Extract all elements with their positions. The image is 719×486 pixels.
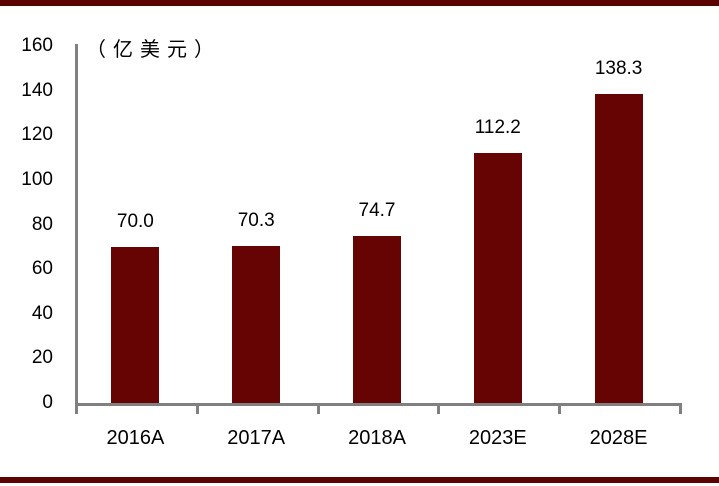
x-axis-category-label: 2028E	[589, 427, 648, 449]
y-axis-tick-label: 140	[21, 79, 53, 101]
x-axis-tick	[196, 403, 199, 414]
bar-value-label: 74.7	[358, 200, 396, 222]
x-axis-category-label: 2017A	[227, 427, 286, 449]
y-axis-tick-label: 60	[31, 258, 53, 280]
top-border-band	[0, 0, 719, 6]
y-axis-line	[75, 44, 78, 414]
y-axis-unit-label: （亿美元）	[86, 39, 221, 61]
y-axis-tick-label: 100	[21, 168, 53, 190]
bar	[232, 246, 281, 403]
bar-value-label: 70.3	[237, 210, 275, 232]
y-axis-tick-label: 40	[31, 302, 53, 324]
bar	[594, 94, 643, 403]
bar	[353, 236, 401, 403]
bar	[111, 246, 160, 403]
y-axis-tick-label: 80	[31, 213, 53, 235]
bar-value-label: 138.3	[594, 58, 643, 80]
x-axis-line	[75, 403, 682, 406]
x-axis-tick	[75, 403, 78, 414]
x-axis-category-label: 2016A	[106, 427, 165, 449]
x-axis-tick	[558, 403, 561, 414]
x-axis-category-label: 2023E	[468, 427, 527, 449]
bar-value-label: 70.0	[116, 210, 154, 232]
x-axis-category-label: 2018A	[348, 427, 406, 449]
x-axis-tick	[317, 403, 320, 414]
y-axis-tick-label: 20	[31, 347, 53, 369]
y-axis-tick-label: 120	[21, 124, 53, 146]
y-axis-tick-label: 0	[42, 392, 53, 413]
y-axis-tick-label: 160	[21, 35, 53, 56]
bar	[473, 152, 522, 403]
bar-value-label: 112.2	[474, 116, 521, 138]
x-axis-tick	[679, 403, 682, 414]
bottom-border-band	[0, 477, 719, 483]
x-axis-tick	[437, 403, 440, 414]
